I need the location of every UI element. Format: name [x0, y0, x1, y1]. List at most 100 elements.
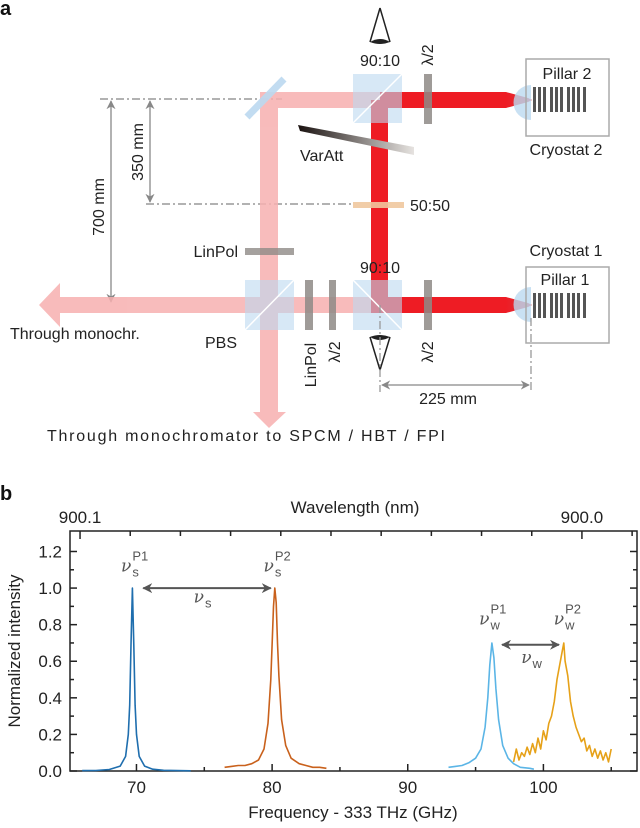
y-tick-label: 0.6 [38, 652, 62, 671]
beam-top-red [380, 92, 506, 108]
label-linpol-lower: LinPol [303, 343, 320, 387]
pillar-layer [560, 87, 563, 112]
cryostat-1-box [525, 266, 610, 344]
pillar-layer [555, 87, 558, 112]
pillar-layer [577, 293, 580, 318]
pillar-layer [538, 87, 541, 112]
label-waveplate-lower-left: λ/2 [327, 341, 344, 362]
lens-bottom [513, 287, 531, 322]
pillar-layer [577, 87, 580, 112]
top-tick-label: 900.0 [561, 508, 604, 527]
annotation-nu: ν [263, 557, 273, 577]
label-bottom-output: Through monochromator to SPCM / HBT / FP… [47, 428, 445, 445]
half-wave-plate-top [424, 74, 432, 124]
label-pbs: PBS [205, 335, 237, 352]
y-axis-title: Normalized intensity [5, 574, 24, 728]
label-through-monochr: Through monochr. [10, 326, 140, 343]
y-tick-label: 0.8 [38, 616, 62, 635]
annotation-subscript: w [490, 618, 501, 633]
annotation-subscript: w [564, 618, 575, 633]
y-tick-label: 0.0 [38, 762, 62, 781]
pillar-layer [583, 293, 586, 318]
annotation-superscript: P1 [491, 602, 507, 617]
polarizing-beam-splitter [244, 279, 295, 331]
plot-area: 70 80 90 100 0.0 0.2 0.4 0.6 0.8 1.0 1.2 900.1 900.0… [38, 508, 637, 797]
x-tick-label: 70 [127, 778, 146, 797]
beam-splitter-bottom-9010 [352, 279, 403, 331]
annotation-subscript: w [532, 656, 543, 671]
mirror [244, 76, 287, 120]
label-top-splitter: 90:10 [360, 53, 400, 70]
panel-a-setup-diagram: a 700 mm 350 mm [0, 0, 610, 445]
beam-bottom-red [380, 297, 506, 313]
label-225mm: 225 mm [419, 391, 477, 408]
pillar-1-micropillar [533, 293, 586, 318]
label-350mm: 350 mm [130, 123, 147, 181]
beam-bottom-faint [58, 297, 380, 313]
half-wave-plate-bottom [424, 280, 432, 330]
beam-down-arrowhead [253, 412, 286, 428]
annotation-superscript: P1 [132, 549, 148, 564]
label-700mm: 700 mm [91, 178, 108, 236]
linear-polarizer-upper [245, 248, 294, 255]
label-pillar-1: Pillar 1 [541, 272, 590, 289]
excitation-beam-path [371, 92, 532, 313]
spectrum-line-p2-s [224, 587, 327, 770]
annotation-nu: ν [521, 648, 531, 668]
top-tick-label: 900.1 [59, 508, 102, 527]
panel-a-label: a [0, 0, 12, 20]
label-bottom-splitter: 90:10 [360, 260, 400, 277]
annotation-nu: ν [194, 588, 204, 608]
label-linpol-upper: LinPol [194, 244, 238, 261]
spectrum-line-p1-s [82, 587, 191, 772]
pillar-layer [572, 87, 575, 112]
y-tick-label: 1.0 [38, 579, 62, 598]
label-waveplate-lower-right: λ/2 [420, 341, 437, 362]
pillar-layer [550, 87, 553, 112]
beam-splitter-5050 [353, 202, 404, 208]
label-pillar-2: Pillar 2 [543, 66, 592, 83]
label-varatt: VarAtt [300, 148, 344, 165]
annotation-subscript: s [275, 565, 282, 580]
annotation-superscript: P2 [275, 549, 291, 564]
pillar-layer [555, 293, 558, 318]
annotation-subscript: s [205, 596, 212, 611]
panel-b-spectrum-chart: b Wavelength (nm) Frequency - 333 THz (G… [0, 483, 638, 822]
annotation-superscript: P2 [565, 602, 581, 617]
annotation-nu: ν [554, 610, 564, 630]
pillar-layer [567, 293, 570, 318]
pillar-layer [560, 293, 563, 318]
spectrum-line-p1-w [448, 642, 535, 770]
pillar-2-micropillar [533, 87, 586, 112]
label-5050: 50:50 [410, 198, 450, 215]
label-cryostat-2: Cryostat 2 [530, 142, 603, 159]
x-tick-label: 90 [398, 778, 417, 797]
pillar-layer [550, 293, 553, 318]
pillar-layer [567, 87, 570, 112]
y-tick-label: 0.2 [38, 725, 62, 744]
cryostat-2-box [525, 58, 610, 137]
pillar-layer [543, 293, 546, 318]
label-cryostat-1: Cryostat 1 [530, 243, 603, 260]
spectrum-line-p2-w [512, 642, 612, 763]
beam-splitter-top-9010 [352, 73, 403, 124]
linear-polarizer-lower [305, 280, 313, 330]
x-tick-label: 100 [529, 778, 557, 797]
beam-left-arrowhead [39, 283, 60, 327]
y-tick-label: 1.2 [38, 542, 62, 561]
panel-b-label: b [0, 483, 12, 505]
pillar-layer [583, 87, 586, 112]
x-tick-label: 80 [263, 778, 282, 797]
pillar-layer [533, 87, 536, 112]
annotation-nu: ν [479, 610, 489, 630]
half-wave-plate-lower-left [329, 280, 336, 330]
top-axis-title: Wavelength (nm) [291, 498, 420, 517]
variable-attenuator [298, 125, 414, 155]
pillar-layer [538, 293, 541, 318]
pillar-layer [543, 87, 546, 112]
y-tick-label: 0.4 [38, 689, 62, 708]
pillar-layer [572, 293, 575, 318]
annotation-subscript: s [132, 565, 139, 580]
label-top-waveplate: λ/2 [420, 44, 437, 65]
